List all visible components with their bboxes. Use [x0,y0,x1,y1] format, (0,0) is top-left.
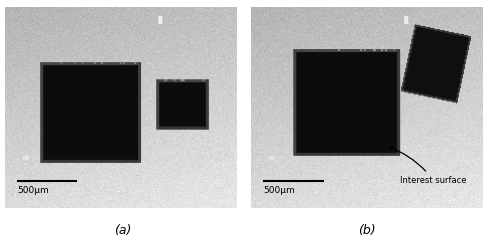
Text: (a): (a) [114,224,132,237]
Text: 500μm: 500μm [264,186,295,195]
Text: 500μm: 500μm [17,186,49,195]
Text: (b): (b) [358,224,376,237]
Text: Interest surface: Interest surface [389,147,467,185]
